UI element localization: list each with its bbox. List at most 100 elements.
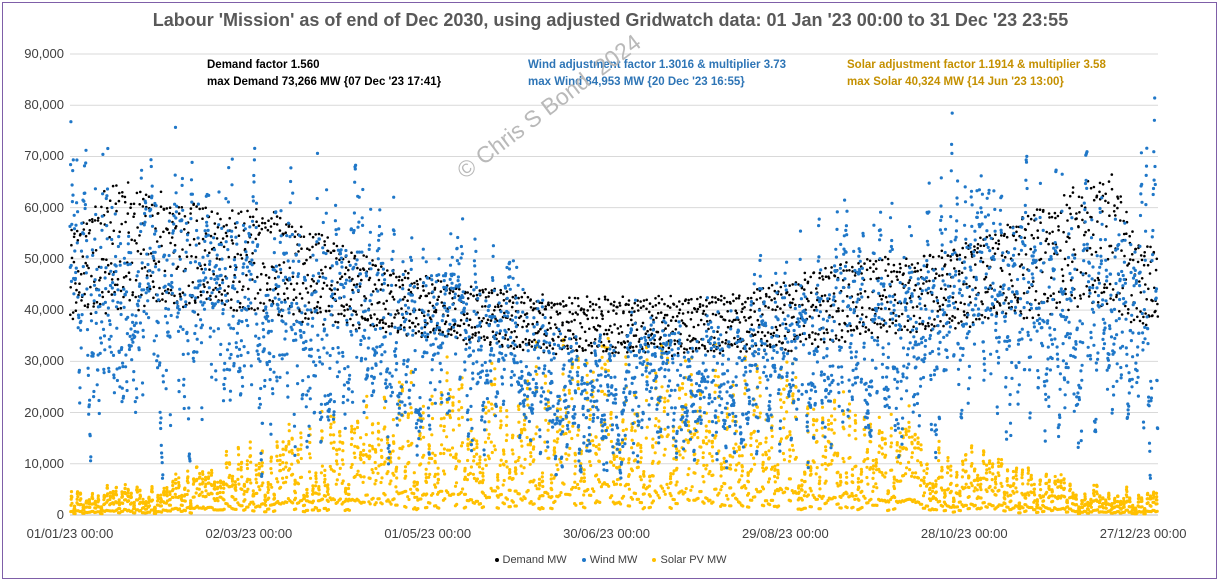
solar-point [663,492,667,496]
demand-point [726,325,730,329]
solar-point [365,404,369,408]
demand-point [508,299,512,302]
demand-point [484,305,487,308]
solar-point [663,427,667,431]
demand-point [127,231,130,234]
demand-point [592,308,595,312]
solar-point [278,458,282,462]
demand-point [422,314,426,318]
solar-point [365,493,369,497]
demand-point [236,290,239,294]
solar-point [105,486,109,490]
solar-point [162,486,166,490]
solar-point [853,497,857,501]
demand-point [200,267,203,271]
solar-point [1101,496,1105,501]
demand-point [213,222,217,225]
demand-point [84,261,87,265]
demand-point [811,303,815,307]
demand-point [617,332,621,335]
solar-point [949,489,953,493]
demand-point [400,278,404,282]
demand-point [472,294,475,298]
demand-point [760,331,764,334]
solar-point [428,501,432,505]
solar-point [666,433,670,437]
demand-point [103,270,107,274]
solar-point [955,473,959,477]
solar-point [994,475,998,479]
demand-point [166,228,169,231]
demand-point [728,319,731,323]
demand-point [360,278,363,282]
solar-point [1050,489,1054,493]
demand-point [806,280,810,284]
demand-point [300,247,303,250]
solar-point [334,482,338,486]
demand-point [273,222,276,226]
demand-point [118,260,122,263]
demand-point [161,298,164,301]
solar-point [1137,494,1141,498]
demand-point [454,307,457,311]
demand-point [92,305,95,308]
demand-point [552,339,555,342]
solar-point [496,478,500,482]
solar-point [129,491,133,495]
solar-point [486,454,490,458]
demand-point [232,280,235,284]
demand-point [798,333,802,337]
solar-point [749,443,753,448]
demand-point [809,291,813,295]
solar-point [907,404,911,408]
solar-point [484,405,488,409]
solar-point [329,422,333,426]
solar-point [233,483,237,487]
demand-point [466,312,469,316]
solar-point [916,476,921,480]
solar-point [177,484,181,488]
solar-point [96,494,100,498]
solar-point [750,498,754,502]
solar-point [475,462,479,466]
solar-point [514,468,518,472]
solar-point [234,488,238,492]
solar-point [705,463,709,467]
solar-point [648,494,652,498]
demand-point [204,206,207,210]
solar-point [246,487,250,491]
solar-point [317,485,321,489]
demand-point [660,298,664,301]
solar-point [546,400,550,404]
solar-point [719,474,723,478]
solar-point [454,465,458,469]
demand-point [610,331,614,334]
demand-point [212,272,215,276]
solar-point [875,503,879,507]
solar-point [517,420,521,424]
demand-point [635,345,638,348]
solar-point [365,394,369,398]
demand-point [898,262,902,266]
solar-point [615,454,619,459]
demand-point [581,347,584,350]
solar-point [582,476,587,480]
demand-point [268,288,272,291]
demand-point [886,257,890,261]
demand-point [413,281,416,285]
solar-point [422,453,426,457]
demand-point [89,312,93,316]
solar-point [686,473,690,477]
solar-point [639,446,643,450]
demand-point [83,304,87,308]
demand-point [591,302,595,306]
solar-point [231,495,235,499]
solar-point [755,439,759,443]
demand-point [908,279,911,282]
solar-point [499,419,503,423]
solar-point [281,453,285,457]
solar-point [156,497,160,501]
demand-point [764,304,767,308]
demand-point [320,268,323,272]
solar-point [815,428,819,432]
